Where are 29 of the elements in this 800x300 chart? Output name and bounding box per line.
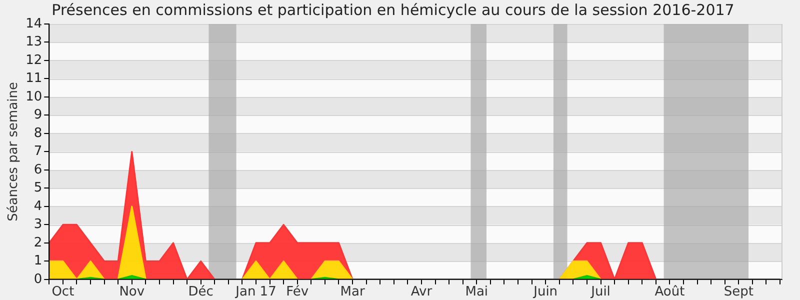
- y-axis-title: Séances par semaine: [6, 82, 22, 222]
- y-tick-label: 14: [26, 16, 42, 32]
- x-tick-label: Déc: [188, 284, 214, 300]
- x-tick-label: Mar: [340, 284, 366, 300]
- y-tick-label: 2: [34, 235, 42, 250]
- y-tick-label: 13: [26, 34, 42, 50]
- x-tick-label: Oct: [52, 284, 74, 300]
- y-tick-label: 5: [34, 180, 42, 196]
- y-tick-label: 12: [26, 52, 42, 68]
- x-tick-label: Mai: [465, 284, 488, 300]
- y-tick-label: 1: [34, 254, 42, 269]
- x-tick-label: Sept: [724, 284, 754, 300]
- x-tick-label: Fév: [286, 284, 309, 300]
- y-tick-label: 0: [34, 272, 42, 287]
- x-tick-label: Juin: [532, 284, 558, 300]
- x-tick-label: Août: [654, 284, 685, 300]
- x-tick-label: Jan 17: [234, 284, 276, 300]
- x-tick-label: Nov: [119, 284, 145, 300]
- x-tick-label: Avr: [410, 284, 433, 300]
- chart-title: Présences en commissions et participation en hémicycle au cours de la session 2016-2017: [52, 0, 734, 19]
- y-tick-label: 4: [34, 198, 42, 214]
- y-tick-label: 3: [34, 217, 42, 232]
- y-tick-label: 7: [34, 144, 42, 160]
- y-tick-label: 8: [34, 126, 42, 141]
- y-tick-label: 11: [26, 71, 42, 86]
- y-tick-label: 10: [26, 89, 42, 104]
- x-tick-label: Juil: [590, 284, 610, 300]
- y-tick-label: 9: [34, 108, 42, 123]
- y-tick-label: 6: [34, 162, 42, 178]
